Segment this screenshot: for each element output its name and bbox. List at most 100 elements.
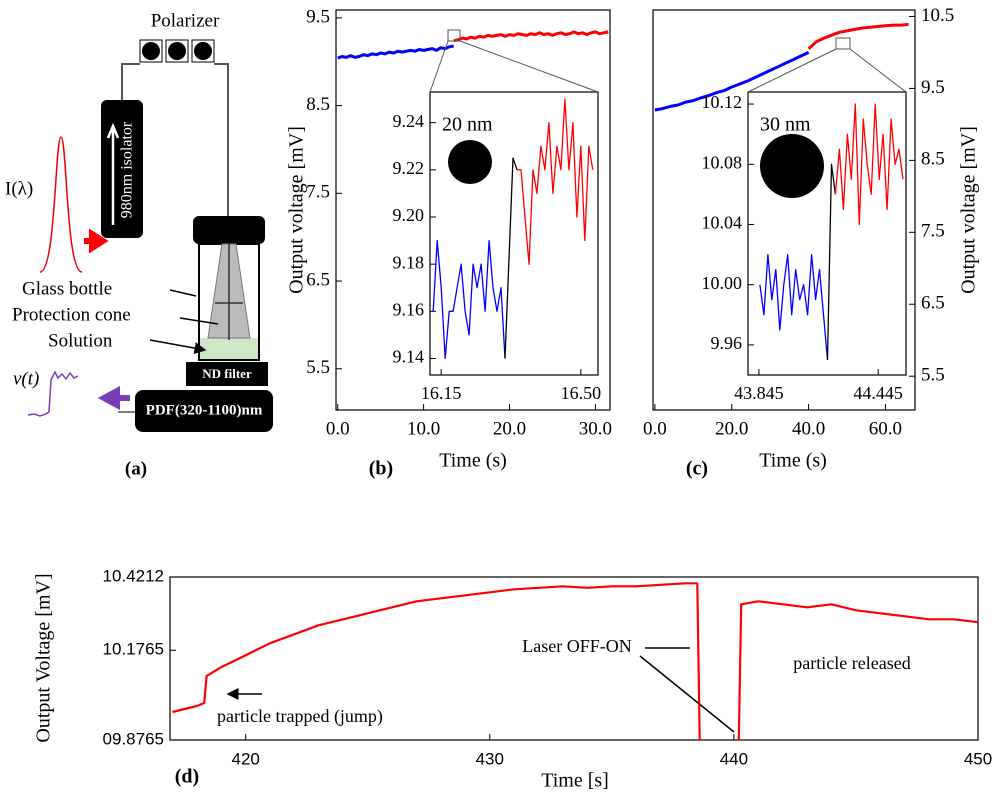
x-tick-label: 30.0 (579, 418, 612, 439)
panel-label: (b) (369, 458, 393, 480)
zoom-box (835, 37, 851, 50)
data-line (826, 163, 837, 360)
annotation-arrows (228, 647, 735, 733)
detector (135, 390, 273, 432)
solution (200, 338, 258, 359)
y-tick-label: 7.5 (306, 182, 330, 203)
y-tick-label: 10.00 (702, 273, 743, 293)
x-tick-label: 40.0 (792, 418, 825, 439)
fiber (121, 63, 229, 218)
signal (27, 370, 79, 417)
solution-label: Solution (48, 330, 113, 351)
y-tick-label: 9.18 (393, 252, 425, 272)
size-label: 20 nm (442, 114, 493, 136)
annotation: particle trapped (jump) (217, 706, 383, 727)
x-tick-label: 20.0 (715, 418, 748, 439)
data-line (517, 98, 594, 265)
particle-icon (760, 134, 824, 198)
y-tick-label: 6.5 (921, 293, 945, 314)
bottle-label: Glass bottle (22, 278, 112, 299)
data-line (504, 157, 518, 359)
annotation: particle released (793, 653, 910, 673)
panel-label: (a) (125, 458, 147, 479)
x-tick-label: 10.0 (407, 418, 440, 439)
plot-frame (429, 91, 599, 376)
detector-label: PDF(320-1100)nm (146, 402, 263, 418)
isolator-label: 980nm isolator (119, 121, 136, 218)
y-tick-label: 10.04 (702, 213, 743, 233)
y-tick-label: 8.5 (306, 94, 330, 115)
isolator-arrow (106, 122, 120, 225)
y-tick-label: 9.5 (306, 6, 330, 27)
y-tick-label: 10.4212 (103, 566, 164, 585)
y-tick-label: 10.12 (702, 92, 743, 112)
y-tick-label: 9.5 (921, 77, 945, 98)
y-axis-label: Output voltage [mV] (286, 126, 308, 294)
data-line (834, 103, 904, 226)
x-tick-label: 420 (231, 749, 259, 768)
x-axis-label: Time [s] (541, 770, 609, 792)
label-arrows (149, 289, 219, 350)
polarizer (139, 39, 215, 63)
data-line (453, 30, 609, 43)
output-arrow (97, 385, 130, 411)
y-tick-label: 6.5 (306, 269, 330, 290)
y-tick-label: 09.8765 (103, 729, 164, 748)
zoom-lines (429, 40, 599, 93)
annotation: Laser OFF-ON (522, 636, 632, 656)
size-label: 30 nm (760, 114, 811, 136)
x-tick-label: 20.0 (493, 418, 526, 439)
nd-filter (186, 362, 268, 386)
y-tick-label: 9.14 (393, 347, 425, 367)
x-tick-label: 0.0 (326, 418, 350, 439)
cone-lines (215, 244, 243, 340)
plot-frame (169, 576, 979, 741)
y-tick-label: 5.5 (306, 357, 330, 378)
y-tick-label: 9.96 (711, 333, 743, 353)
intensity-label: I(λ) (5, 178, 33, 199)
y-tick-label: 10.08 (702, 152, 743, 172)
y-tick-label: 9.22 (393, 158, 425, 178)
y-axis-label: Output Voltage [mV] (33, 573, 55, 742)
x-axis-label: Time (s) (759, 450, 827, 472)
y-tick-label: 5.5 (921, 365, 945, 386)
y-tick-label: 7.5 (921, 221, 945, 242)
y-tick-label: 10.5 (921, 5, 954, 26)
cone-label: Protection cone (12, 304, 131, 325)
spectrum (39, 136, 83, 273)
x-tick-label: 16.50 (561, 383, 602, 403)
x-tick-label: 440 (720, 749, 748, 768)
isolator (101, 100, 143, 238)
zoom-box (447, 29, 461, 42)
polarizer-label: Polarizer (151, 10, 220, 31)
plot-frame (747, 91, 907, 376)
particle-icon (448, 140, 492, 184)
setup-diagram: Polarizer 980nm isolator I(λ) ND filter … (5, 10, 273, 479)
y-tick-label: 9.24 (393, 111, 425, 131)
nd-filter-label: ND filter (202, 366, 252, 381)
signal-label: v(t) (13, 368, 39, 389)
x-tick-label: 60.0 (869, 418, 902, 439)
data-line (654, 51, 810, 112)
panel-label: (d) (175, 766, 199, 788)
x-tick-label: 43.845 (734, 383, 784, 403)
y-axis-label: Output voltage [mV] (958, 126, 980, 294)
zoom-lines (747, 48, 907, 93)
x-tick-label: 450 (964, 749, 992, 768)
data-line (807, 22, 909, 50)
x-tick-label: 430 (476, 749, 504, 768)
data-line (337, 44, 454, 60)
y-tick-label: 8.5 (921, 149, 945, 170)
x-tick-label: 44.445 (853, 383, 903, 403)
data-line (759, 253, 829, 360)
input-arrow (84, 228, 109, 254)
data-line (432, 239, 506, 360)
data-line (172, 582, 979, 741)
y-tick-label: 9.20 (393, 205, 425, 225)
x-tick-label: 0.0 (643, 418, 667, 439)
panel-label: (c) (686, 458, 708, 480)
x-tick-label: 16.15 (421, 383, 462, 403)
y-tick-label: 10.1765 (103, 640, 164, 659)
x-axis-label: Time (s) (439, 450, 507, 472)
